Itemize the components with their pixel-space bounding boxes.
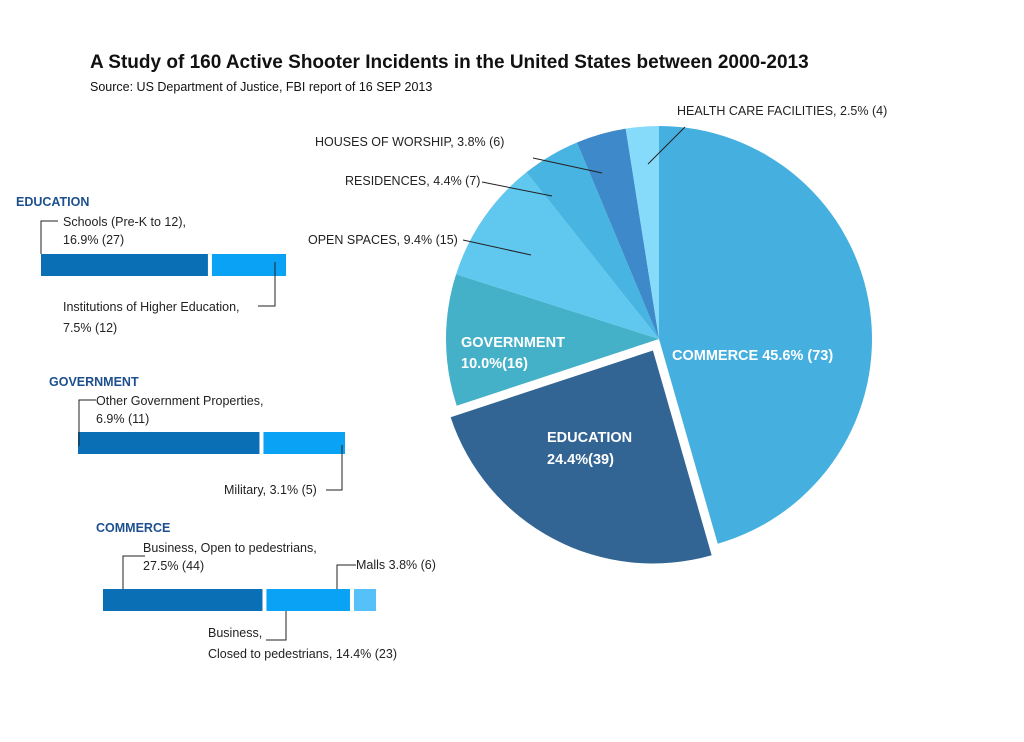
slice-label-residences: RESIDENCES, 4.4% (7) xyxy=(345,174,480,188)
leader-line xyxy=(532,157,603,174)
leader-line xyxy=(326,445,343,491)
segment-label: 6.9% (11) xyxy=(96,412,149,426)
slice-label-health-care: HEALTH CARE FACILITIES, 2.5% (4) xyxy=(677,104,887,118)
slice-label-open-spaces: OPEN SPACES, 9.4% (15) xyxy=(308,233,458,247)
bar-segment-malls xyxy=(353,589,376,611)
bar-segment-business-closed-to-pedestrians xyxy=(266,589,350,611)
pie-slice-education xyxy=(450,350,712,564)
chart-title: A Study of 160 Active Shooter Incidents … xyxy=(90,52,809,73)
pie-slice-houses-of-worship xyxy=(576,128,659,339)
bar-education xyxy=(41,254,286,276)
segment-label: Closed to pedestrians, 14.4% (23) xyxy=(208,647,397,661)
pie-slice-open-spaces xyxy=(456,172,659,339)
bar-segment-institutions-of-higher-education xyxy=(211,254,286,276)
slice-label-education-value: 24.4%(39) xyxy=(547,452,614,468)
pie-slice-commerce xyxy=(659,126,873,544)
bar-segment-military xyxy=(263,432,345,454)
leader-line xyxy=(122,555,145,589)
bar-government xyxy=(78,432,345,454)
segment-label: Business, Open to pedestrians, xyxy=(143,541,317,555)
pie-slice-health-care-facilities xyxy=(625,126,659,339)
chart-subtitle: Source: US Department of Justice, FBI re… xyxy=(90,80,432,94)
bar-commerce xyxy=(103,589,376,611)
leader-line xyxy=(78,399,96,446)
segment-label: 16.9% (27) xyxy=(63,233,124,247)
segment-label: Business, xyxy=(208,626,262,640)
segment-label: Schools (Pre-K to 12), xyxy=(63,215,186,229)
segment-label: Institutions of Higher Education, xyxy=(63,300,240,314)
leader-line xyxy=(40,220,58,254)
segment-label: Military, 3.1% (5) xyxy=(224,483,317,497)
slice-label-government-name: GOVERNMENT xyxy=(461,335,565,351)
group-title-education: EDUCATION xyxy=(16,195,89,209)
pie xyxy=(446,126,873,564)
slice-label-commerce: COMMERCE 45.6% (73) xyxy=(672,348,833,364)
group-title-government: GOVERNMENT xyxy=(49,375,139,389)
segment-label: 27.5% (44) xyxy=(143,559,204,573)
bar-segment-business-open-to-pedestrians xyxy=(103,589,263,611)
leader-line xyxy=(266,611,287,641)
pie-slice-residences xyxy=(526,142,659,339)
segment-label: Malls 3.8% (6) xyxy=(356,558,436,572)
segment-label: Other Government Properties, xyxy=(96,394,263,408)
slice-label-government-value: 10.0%(16) xyxy=(461,356,528,372)
leader-line xyxy=(336,564,356,589)
leader-line xyxy=(481,181,553,197)
bar-segment-other-government-properties xyxy=(78,432,260,454)
bar-segment-schools-pre-k-to-12- xyxy=(41,254,208,276)
leader-line xyxy=(258,262,276,307)
leader-line xyxy=(462,239,532,256)
slice-label-houses-of-worship: HOUSES OF WORSHIP, 3.8% (6) xyxy=(315,135,504,149)
pie-slice-government xyxy=(446,274,659,406)
segment-label: 7.5% (12) xyxy=(63,321,117,335)
group-title-commerce: COMMERCE xyxy=(96,521,170,535)
leader-line xyxy=(647,126,686,165)
slice-label-education-name: EDUCATION xyxy=(547,430,632,446)
